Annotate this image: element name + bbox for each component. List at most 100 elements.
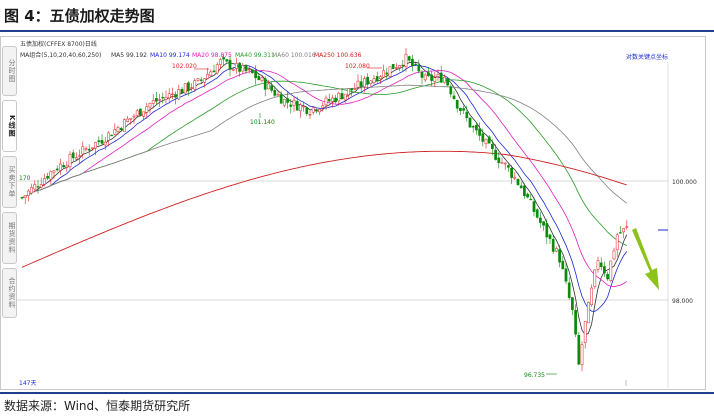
- candle: [161, 92, 165, 104]
- candle-body: [52, 170, 56, 173]
- candle: [407, 55, 411, 63]
- candle-body: [622, 228, 625, 233]
- candle: [84, 146, 88, 152]
- candle: [526, 192, 529, 199]
- ma60-line: [21, 84, 628, 204]
- candle-body: [251, 69, 254, 74]
- candle: [87, 144, 91, 156]
- candle: [78, 149, 81, 164]
- candle-body: [331, 97, 334, 102]
- candle-body: [190, 87, 193, 89]
- candle-body: [535, 209, 539, 218]
- candle-body: [219, 59, 222, 65]
- candle: [535, 208, 539, 219]
- candle-body: [206, 74, 209, 79]
- annot-days: 147天: [19, 380, 36, 387]
- candle-body: [503, 162, 507, 165]
- candle-body: [427, 72, 430, 77]
- candle: [247, 65, 251, 74]
- candle-body: [532, 201, 536, 212]
- candle-body: [247, 68, 251, 71]
- candle: [465, 105, 469, 122]
- candle-body: [388, 66, 392, 77]
- candle: [551, 235, 555, 254]
- candle: [427, 67, 430, 78]
- candle: [292, 96, 296, 112]
- candle: [548, 233, 552, 244]
- candle-body: [414, 63, 417, 66]
- candle: [417, 59, 421, 74]
- candle: [129, 117, 133, 125]
- candle: [587, 301, 590, 324]
- candle-body: [308, 114, 312, 116]
- candle-body: [20, 197, 24, 199]
- candle: [395, 63, 398, 70]
- candle-body: [599, 262, 603, 267]
- candle-body: [395, 67, 398, 69]
- candle: [391, 64, 395, 69]
- ma20-line: [21, 69, 628, 288]
- candle: [452, 91, 456, 100]
- candle-body: [523, 185, 526, 197]
- candle: [183, 83, 187, 96]
- candle-body: [612, 250, 616, 260]
- candle: [612, 247, 616, 261]
- candle-body: [516, 178, 520, 185]
- candle: [212, 64, 216, 73]
- candle-body: [273, 90, 277, 96]
- candle: [462, 105, 465, 114]
- candle-body: [625, 226, 629, 228]
- candle: [379, 75, 382, 84]
- candle: [375, 71, 379, 83]
- candle: [267, 80, 270, 90]
- tab-kline[interactable]: K线图: [2, 100, 17, 152]
- candle: [158, 93, 161, 107]
- candle: [62, 162, 65, 168]
- candle: [430, 70, 433, 87]
- candle-body: [564, 268, 568, 282]
- candle-body: [587, 302, 590, 324]
- candle-body: [500, 162, 504, 164]
- candle-body: [267, 83, 270, 90]
- candle: [55, 165, 59, 172]
- candle: [39, 177, 43, 189]
- tab-order[interactable]: 买卖下单: [2, 156, 17, 208]
- candle: [145, 102, 149, 119]
- candle-body: [401, 64, 405, 67]
- side-tab-bar: 分时图 K线图 买卖下单 期货资料 合约资料: [0, 44, 17, 318]
- candle: [315, 108, 318, 114]
- candle: [289, 98, 293, 114]
- candle: [318, 108, 321, 115]
- tab-contract-info[interactable]: 合约资料: [2, 268, 17, 318]
- candle-body: [337, 92, 341, 102]
- candle-body: [151, 100, 155, 104]
- moving-averages: [21, 61, 628, 336]
- candle: [203, 78, 206, 88]
- candle-body: [135, 110, 139, 116]
- candle-body: [180, 89, 184, 94]
- candle: [385, 67, 389, 81]
- candle: [545, 218, 549, 244]
- candle-body: [596, 260, 600, 270]
- candle-body: [363, 78, 366, 88]
- candle: [59, 158, 62, 175]
- tab-futures-info[interactable]: 期货资料: [2, 212, 17, 264]
- candle: [484, 138, 488, 149]
- candle: [439, 65, 443, 84]
- ma-legend: 五债加权(CFFEX 8700)日线 MA组合(5,10,20,40,60,25…: [20, 40, 668, 61]
- candle: [593, 269, 597, 289]
- tab-timeshare[interactable]: 分时图: [2, 46, 17, 96]
- candle-body: [494, 149, 497, 160]
- candle-body: [231, 68, 235, 71]
- candles: [20, 47, 629, 372]
- candle-body: [295, 100, 299, 111]
- candle-body: [30, 187, 33, 194]
- candle: [171, 87, 174, 100]
- candle-body: [334, 97, 337, 103]
- candle: [443, 74, 446, 84]
- candle-body: [497, 157, 501, 164]
- candle: [590, 284, 593, 307]
- tab-order-label: 买卖下单: [8, 166, 16, 198]
- candle-body: [33, 184, 37, 190]
- candle-body: [561, 260, 565, 270]
